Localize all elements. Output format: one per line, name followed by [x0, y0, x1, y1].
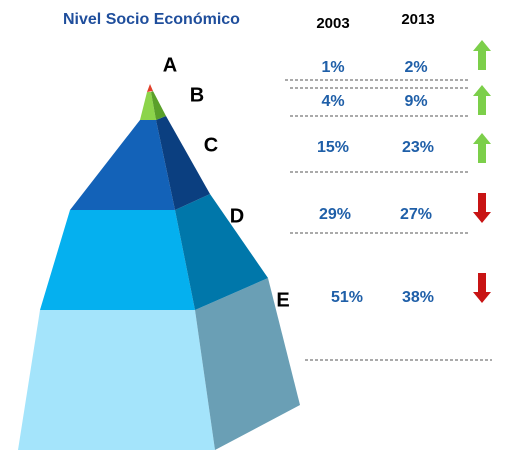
level-b-front: [140, 92, 156, 120]
trend-arrow: [473, 85, 491, 115]
level-d-side: [175, 194, 268, 310]
value: 38%: [402, 289, 434, 306]
level-label: E: [276, 289, 289, 311]
value: 51%: [331, 289, 363, 306]
year-header: 2003: [316, 15, 349, 32]
level-e-front: [18, 310, 215, 450]
level-label: D: [230, 205, 244, 227]
year-header: 2013: [401, 11, 434, 28]
value: 9%: [404, 93, 427, 110]
level-b-side: [151, 91, 166, 120]
level-d-front: [40, 210, 195, 310]
value: 4%: [321, 93, 344, 110]
pyramid: [18, 84, 300, 450]
value: 15%: [317, 139, 349, 156]
value: 29%: [319, 206, 351, 223]
trend-arrow: [473, 133, 491, 163]
trend-arrow: [473, 273, 491, 303]
level-e-side: [195, 278, 300, 450]
value: 27%: [400, 206, 432, 223]
level-c-side: [156, 116, 210, 210]
title: Nivel Socio Económico: [63, 11, 240, 28]
level-label: B: [190, 84, 204, 106]
trend-arrow: [473, 40, 491, 70]
level-c-front: [70, 120, 175, 210]
value: 2%: [404, 59, 427, 76]
value: 1%: [321, 59, 344, 76]
level-a: [147, 84, 153, 92]
level-label: C: [204, 134, 218, 156]
trend-arrow: [473, 193, 491, 223]
level-label: A: [163, 54, 177, 76]
value: 23%: [402, 139, 434, 156]
